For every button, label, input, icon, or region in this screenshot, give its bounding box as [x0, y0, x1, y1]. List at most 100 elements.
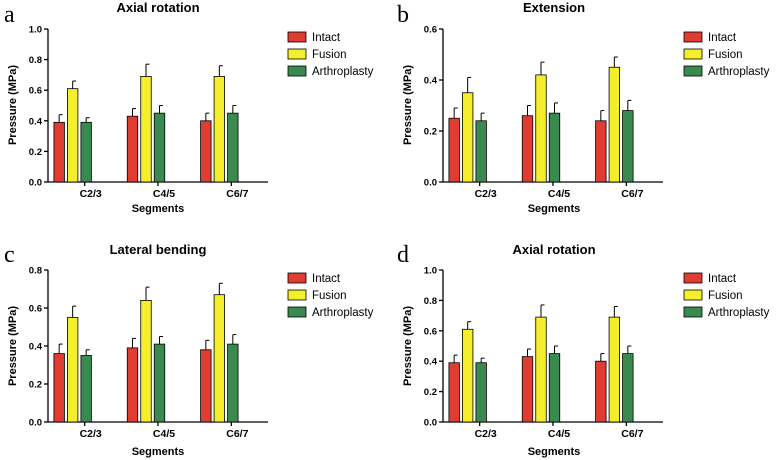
x-axis-label: Segments — [132, 203, 185, 215]
category-label: C2/3 — [475, 188, 497, 200]
bar-intact — [595, 120, 607, 183]
bar-fusion — [535, 74, 547, 183]
category-label: C6/7 — [226, 428, 248, 440]
category-label: C4/5 — [153, 428, 175, 440]
bar-intact — [200, 349, 212, 423]
category-label: C6/7 — [226, 188, 248, 200]
legend-label: Fusion — [312, 49, 347, 61]
legend-label: Arthroplasty — [312, 66, 374, 78]
y-tick-label: 0.2 — [424, 387, 437, 398]
bar-fusion — [67, 317, 79, 423]
bar-intact — [521, 356, 534, 423]
legend-label: Fusion — [708, 49, 743, 61]
y-tick-label: 0.0 — [424, 178, 437, 189]
bar-fusion — [608, 66, 620, 183]
chart-title: Lateral bending — [110, 242, 207, 257]
panel-b: b Extension Pressure (MPa) Segments 0.0 0… — [397, 0, 770, 215]
y-tick-label: 0.4 — [424, 357, 438, 368]
legend-swatch-arthroplasty — [287, 306, 307, 318]
legend-swatch-intact — [287, 31, 307, 43]
legend-swatch-arthroplasty — [683, 306, 703, 318]
y-tick-label: 0.8 — [424, 296, 437, 307]
y-tick-label: 0.4 — [29, 342, 43, 353]
bar-arthroplasty — [153, 343, 166, 423]
bar-fusion — [608, 316, 620, 423]
legend-label: Arthroplasty — [708, 66, 770, 78]
legend-swatch-intact — [287, 272, 307, 284]
y-tick-label: 1.0 — [424, 266, 437, 277]
y-tick-label: 0.8 — [29, 266, 42, 277]
chart-title: Extension — [523, 0, 585, 15]
legend: Intact Fusion Arthroplasty — [287, 272, 374, 319]
y-tick-label: 0.0 — [29, 418, 42, 429]
category-label: C6/7 — [621, 188, 643, 200]
bar-fusion — [213, 294, 225, 423]
bar-arthroplasty — [548, 353, 561, 423]
panel-c: c Lateral bending Pressure (MPa) Segment… — [4, 242, 374, 458]
category-label: C2/3 — [80, 428, 102, 440]
legend-swatch-fusion — [287, 289, 307, 301]
bar-fusion — [462, 328, 474, 423]
y-tick-label: 1.0 — [29, 25, 42, 36]
bar-fusion — [67, 88, 79, 183]
panel-letter: d — [397, 242, 409, 268]
category-label: C2/3 — [80, 188, 102, 200]
bar-arthroplasty — [227, 343, 239, 423]
bar-intact — [53, 353, 65, 423]
bar-fusion — [213, 76, 225, 183]
y-axis-label: Pressure (MPa) — [402, 65, 414, 145]
panel-d: d Axial rotation Pressure (MPa) Segments… — [397, 242, 770, 458]
y-tick-label: 0.2 — [29, 380, 42, 391]
x-axis-label: Segments — [528, 446, 581, 458]
legend-label: Intact — [708, 273, 737, 285]
bar-fusion — [462, 92, 474, 183]
panel-letter: c — [4, 242, 15, 268]
panel-letter: b — [397, 2, 409, 28]
x-axis-label: Segments — [132, 446, 185, 458]
category-label: C4/5 — [153, 188, 175, 200]
legend-swatch-arthroplasty — [287, 65, 307, 77]
bar-intact — [448, 117, 460, 183]
bar-arthroplasty — [622, 110, 634, 183]
bar-intact — [521, 115, 534, 183]
y-axis-label: Pressure (MPa) — [7, 65, 19, 145]
bar-arthroplasty — [80, 355, 92, 423]
legend-label: Fusion — [708, 290, 743, 302]
y-tick-label: 0.2 — [29, 147, 42, 158]
legend-swatch-fusion — [683, 48, 703, 60]
plot-area: 0.0 0.2 0.4 0.6 C2/3 C4/5 C6/7 — [424, 25, 663, 200]
bar-fusion — [140, 76, 152, 183]
bar-arthroplasty — [227, 112, 239, 183]
bar-fusion — [140, 299, 152, 423]
category-label: C4/5 — [548, 188, 570, 200]
legend-swatch-fusion — [287, 48, 307, 60]
y-tick-label: 0.6 — [29, 304, 42, 315]
legend-label: Intact — [312, 32, 341, 44]
panel-letter: a — [4, 2, 15, 28]
y-tick-label: 0.4 — [29, 116, 43, 127]
bar-arthroplasty — [548, 112, 561, 183]
chart-title: Axial rotation — [116, 0, 199, 15]
bar-intact — [200, 120, 212, 183]
category-label: C4/5 — [548, 428, 570, 440]
legend-label: Intact — [708, 32, 737, 44]
bar-intact — [126, 347, 139, 423]
y-tick-label: 0.2 — [424, 127, 437, 138]
legend: Intact Fusion Arthroplasty — [683, 31, 770, 78]
chart-title: Axial rotation — [512, 242, 595, 257]
bar-arthroplasty — [622, 353, 634, 423]
bar-arthroplasty — [475, 362, 487, 423]
legend-swatch-intact — [683, 272, 703, 284]
bar-intact — [448, 362, 460, 423]
bar-arthroplasty — [475, 120, 487, 183]
plot-area: 0.0 0.2 0.4 0.6 0.8 1.0 C2/3 C4/5 C6/7 — [29, 25, 268, 200]
legend-label: Arthroplasty — [312, 307, 374, 319]
category-label: C2/3 — [475, 428, 497, 440]
legend-label: Fusion — [312, 290, 347, 302]
legend: Intact Fusion Arthroplasty — [287, 31, 374, 78]
plot-area: 0.0 0.2 0.4 0.6 0.8 C2/3 C4/5 C6/7 — [29, 266, 268, 440]
bar-intact — [53, 121, 65, 183]
x-axis-label: Segments — [528, 203, 581, 215]
bar-fusion — [535, 316, 547, 423]
